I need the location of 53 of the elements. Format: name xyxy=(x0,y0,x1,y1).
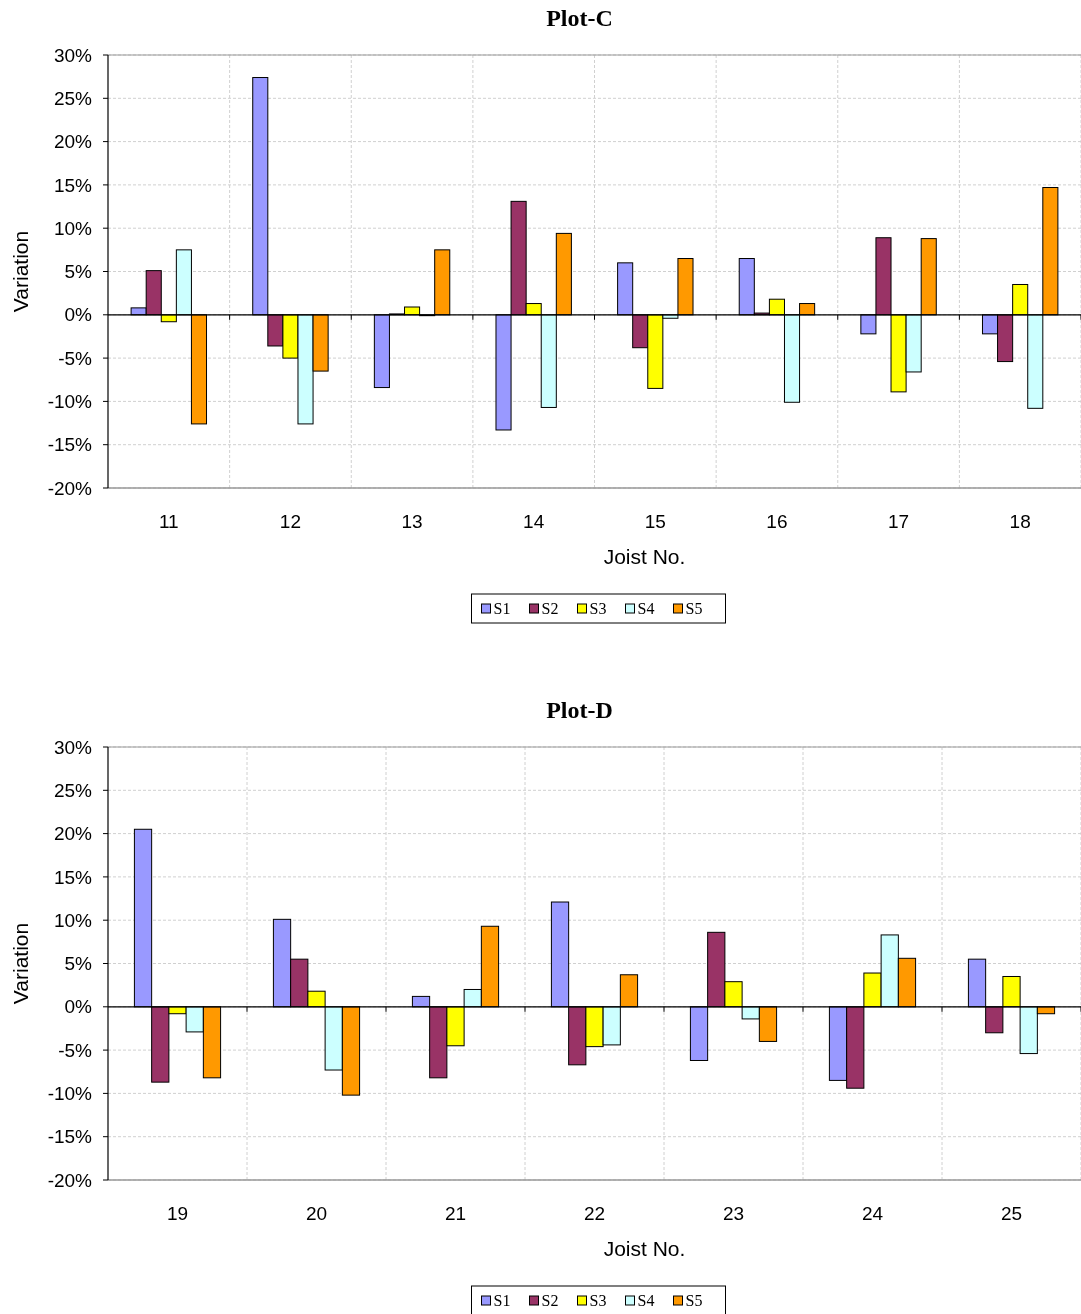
y-tick-label: 10% xyxy=(53,217,93,239)
x-axis-title: Joist No. xyxy=(603,1237,686,1260)
legend-label: S4 xyxy=(637,1292,655,1309)
x-tick-label: 11 xyxy=(158,511,179,532)
y-tick-label: 25% xyxy=(53,779,93,801)
legend-label: S2 xyxy=(541,600,559,617)
legend-label: S3 xyxy=(589,600,607,617)
x-tick-label: 14 xyxy=(523,511,545,532)
legend-label: S3 xyxy=(589,1292,607,1309)
y-tick-label: 0% xyxy=(64,996,93,1018)
y-tick-label: -15% xyxy=(47,434,93,456)
legend-label: S1 xyxy=(493,600,511,617)
x-tick-label: 12 xyxy=(279,511,302,532)
x-axis-title: Joist No. xyxy=(603,545,686,568)
x-tick-label: 17 xyxy=(887,511,910,532)
x-tick-label: 19 xyxy=(166,1203,189,1224)
y-tick-label: 20% xyxy=(53,131,93,153)
y-tick-label: -5% xyxy=(58,347,93,369)
x-tick-label: 21 xyxy=(444,1203,467,1224)
x-tick-label: 25 xyxy=(1000,1203,1023,1224)
chart-title: Plot-C xyxy=(546,5,613,31)
x-tick-label: 15 xyxy=(644,511,666,532)
x-tick-label: 13 xyxy=(401,511,423,532)
y-tick-label: -10% xyxy=(47,391,93,413)
y-axis-title: Variation xyxy=(9,922,32,1005)
legend-label: S2 xyxy=(541,1292,559,1309)
y-tick-label: -10% xyxy=(47,1083,93,1105)
x-tick-label: 16 xyxy=(766,511,788,532)
x-tick-label: 24 xyxy=(861,1203,884,1224)
x-tick-label: 18 xyxy=(1009,511,1031,532)
legend-label: S1 xyxy=(493,1292,511,1309)
y-tick-label: -15% xyxy=(47,1126,93,1148)
y-tick-label: 5% xyxy=(64,953,93,975)
legend-label: S4 xyxy=(637,600,655,617)
x-tick-label: 22 xyxy=(583,1203,606,1224)
y-tick-label: 5% xyxy=(64,261,93,283)
y-tick-label: 20% xyxy=(53,823,93,845)
y-axis-title: Variation xyxy=(9,230,32,313)
y-tick-label: -5% xyxy=(58,1039,93,1061)
y-tick-label: 15% xyxy=(53,174,93,196)
y-tick-label: -20% xyxy=(47,1169,93,1191)
chart-title: Plot-D xyxy=(546,697,613,723)
y-tick-label: 30% xyxy=(53,44,93,66)
y-tick-label: 25% xyxy=(53,87,93,109)
y-tick-label: 10% xyxy=(53,909,93,931)
y-tick-label: 0% xyxy=(64,304,93,326)
legend-label: S5 xyxy=(685,1292,703,1309)
y-tick-label: 15% xyxy=(53,866,93,888)
x-tick-label: 23 xyxy=(722,1203,745,1224)
y-tick-label: 30% xyxy=(53,736,93,758)
y-tick-label: -20% xyxy=(47,477,93,499)
legend-label: S5 xyxy=(685,600,703,617)
x-tick-label: 20 xyxy=(305,1203,328,1224)
